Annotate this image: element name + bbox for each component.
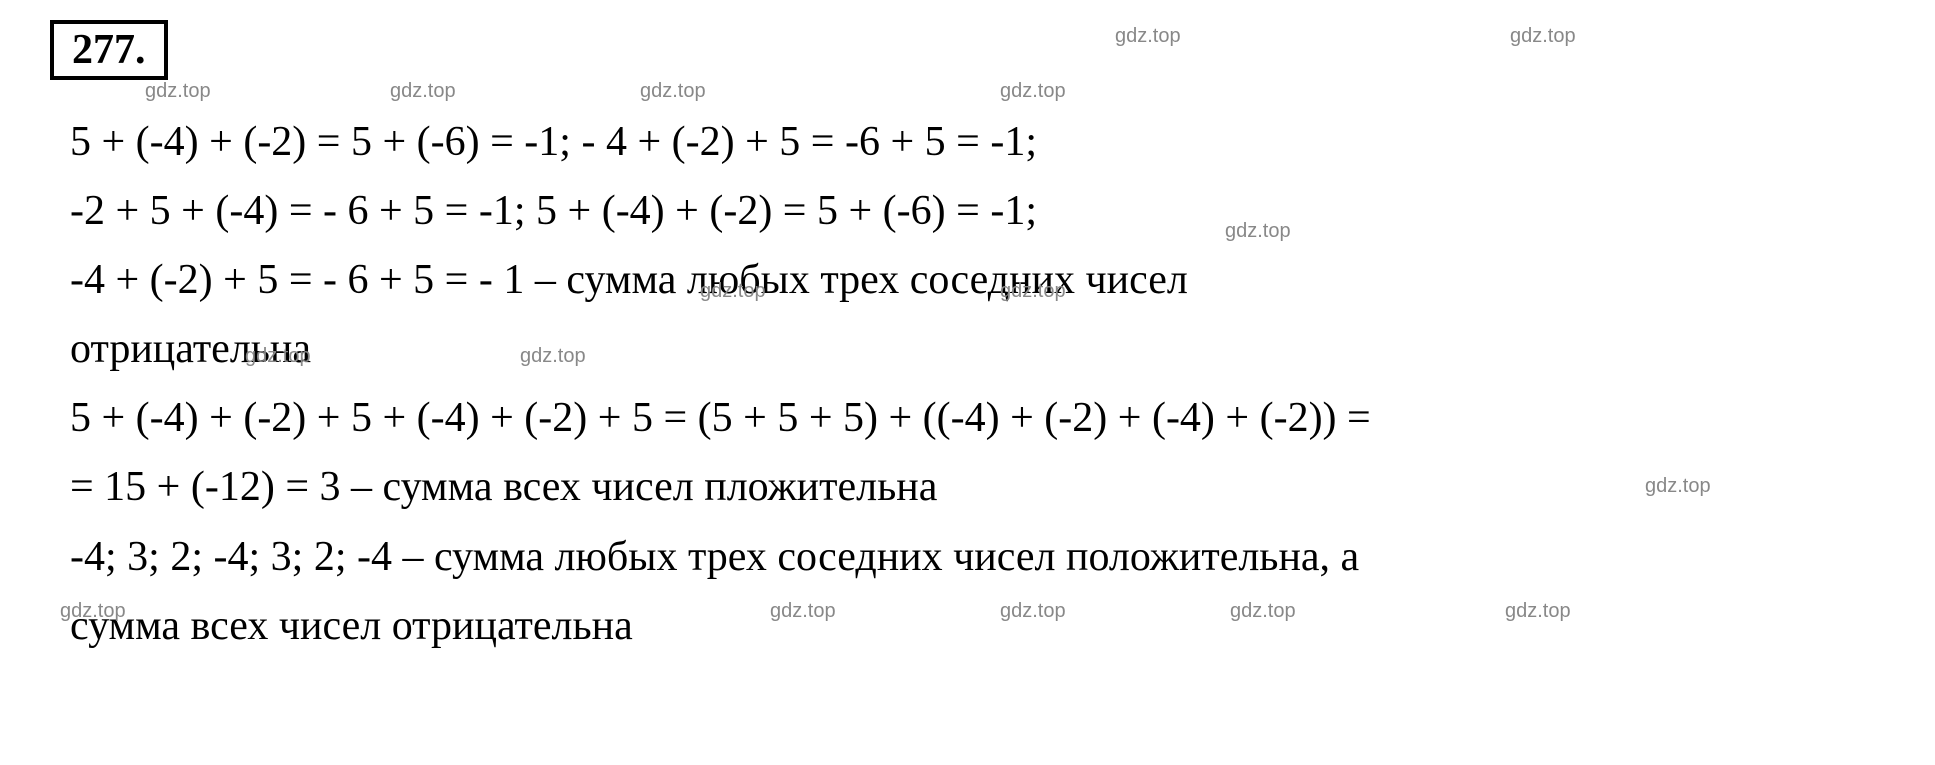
- math-line-8: сумма всех чисел отрицательна: [70, 594, 1885, 659]
- math-line-5: 5 + (-4) + (-2) + 5 + (-4) + (-2) + 5 = …: [70, 386, 1885, 451]
- problem-number-box: 277.: [50, 20, 168, 80]
- math-line-1: 5 + (-4) + (-2) = 5 + (-6) = -1; - 4 + (…: [70, 110, 1885, 175]
- watermark: gdz.top: [1510, 25, 1576, 48]
- watermark: gdz.top: [640, 80, 706, 103]
- math-line-4: отрицательна: [70, 317, 1885, 382]
- math-line-7: -4; 3; 2; -4; 3; 2; -4 – сумма любых тре…: [70, 525, 1885, 590]
- watermark: gdz.top: [390, 80, 456, 103]
- math-line-6: = 15 + (-12) = 3 – сумма всех чисел плож…: [70, 455, 1885, 520]
- watermark: gdz.top: [145, 80, 211, 103]
- math-content: 5 + (-4) + (-2) = 5 + (-6) = -1; - 4 + (…: [50, 110, 1885, 659]
- math-line-3: -4 + (-2) + 5 = - 6 + 5 = - 1 – сумма лю…: [70, 248, 1885, 313]
- math-line-2: -2 + 5 + (-4) = - 6 + 5 = -1; 5 + (-4) +…: [70, 179, 1885, 244]
- watermark: gdz.top: [1115, 25, 1181, 48]
- problem-number: 277.: [72, 27, 146, 73]
- watermark: gdz.top: [1000, 80, 1066, 103]
